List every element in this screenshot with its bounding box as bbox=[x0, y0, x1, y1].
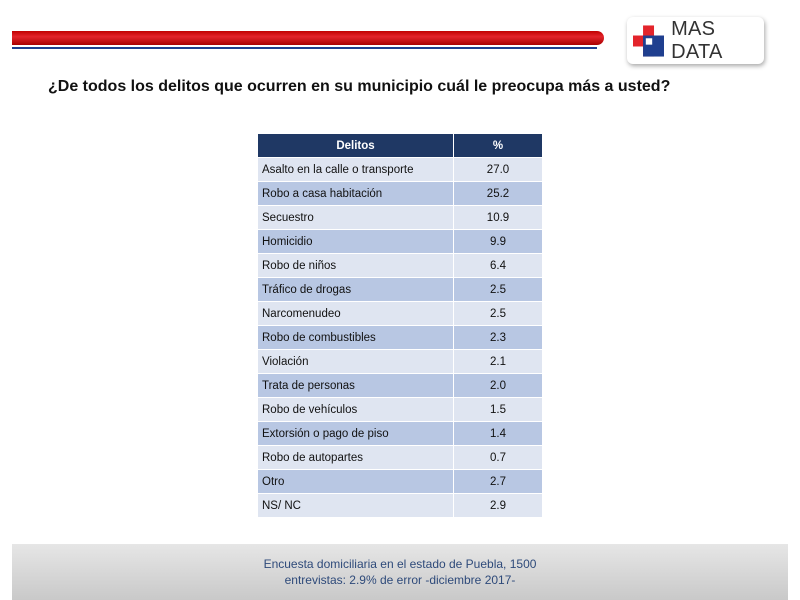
percent-cell: 2.0 bbox=[453, 373, 543, 398]
crimes-table: Delitos % Asalto en la calle o transport… bbox=[257, 133, 543, 518]
percent-cell: 1.4 bbox=[453, 421, 543, 446]
crime-name-cell: Asalto en la calle o transporte bbox=[257, 157, 454, 182]
table-row: Asalto en la calle o transporte 27.0 bbox=[257, 157, 543, 182]
table-row: Homicidio 9.9 bbox=[257, 229, 543, 254]
percent-cell: 1.5 bbox=[453, 397, 543, 422]
crime-name-cell: Trata de personas bbox=[257, 373, 454, 398]
percent-cell: 9.9 bbox=[453, 229, 543, 254]
footer-line-2: entrevistas: 2.9% de error -diciembre 20… bbox=[284, 573, 516, 587]
crime-name-cell: Robo de vehículos bbox=[257, 397, 454, 422]
footer-line-1: Encuesta domiciliaria en el estado de Pu… bbox=[263, 557, 537, 571]
table-row: Trata de personas 2.0 bbox=[257, 373, 543, 398]
footer-band bbox=[12, 544, 788, 600]
percent-cell: 10.9 bbox=[453, 205, 543, 230]
crime-name-cell: NS/ NC bbox=[257, 493, 454, 518]
table-row: Tráfico de drogas 2.5 bbox=[257, 277, 543, 302]
crime-name-cell: Robo de combustibles bbox=[257, 325, 454, 350]
crime-name-cell: Narcomenudeo bbox=[257, 301, 454, 326]
table-row: Robo de autopartes 0.7 bbox=[257, 445, 543, 470]
percent-cell: 2.1 bbox=[453, 349, 543, 374]
crime-name-cell: Robo a casa habitación bbox=[257, 181, 454, 206]
crime-name-cell: Otro bbox=[257, 469, 454, 494]
table-row: Robo de combustibles 2.3 bbox=[257, 325, 543, 350]
logo-text: MAS DATA bbox=[671, 17, 723, 63]
table-row: Violación 2.1 bbox=[257, 349, 543, 374]
percent-cell: 25.2 bbox=[453, 181, 543, 206]
table-row: Narcomenudeo 2.5 bbox=[257, 301, 543, 326]
header-blue-line bbox=[12, 47, 597, 49]
table-row: Robo de vehículos 1.5 bbox=[257, 397, 543, 422]
column-header-delitos: Delitos bbox=[257, 133, 454, 158]
crime-name-cell: Extorsión o pago de piso bbox=[257, 421, 454, 446]
crime-name-cell: Tráfico de drogas bbox=[257, 277, 454, 302]
table-row: Robo de niños 6.4 bbox=[257, 253, 543, 278]
percent-cell: 6.4 bbox=[453, 253, 543, 278]
percent-cell: 2.3 bbox=[453, 325, 543, 350]
crime-name-cell: Violación bbox=[257, 349, 454, 374]
table-row: Secuestro 10.9 bbox=[257, 205, 543, 230]
percent-cell: 0.7 bbox=[453, 445, 543, 470]
footer-note: Encuesta domiciliaria en el estado de Pu… bbox=[12, 556, 788, 588]
crime-name-cell: Robo de autopartes bbox=[257, 445, 454, 470]
column-header-percent: % bbox=[453, 133, 543, 158]
percent-cell: 2.5 bbox=[453, 277, 543, 302]
cross-logo-icon bbox=[633, 24, 665, 57]
crime-name-cell: Homicidio bbox=[257, 229, 454, 254]
table-row: NS/ NC 2.9 bbox=[257, 493, 543, 518]
percent-cell: 27.0 bbox=[453, 157, 543, 182]
percent-cell: 2.5 bbox=[453, 301, 543, 326]
header-red-bar bbox=[12, 31, 604, 45]
crime-name-cell: Robo de niños bbox=[257, 253, 454, 278]
percent-cell: 2.7 bbox=[453, 469, 543, 494]
logo: MAS DATA bbox=[627, 17, 764, 64]
table-row: Robo a casa habitación 25.2 bbox=[257, 181, 543, 206]
table-header-row: Delitos % bbox=[257, 133, 543, 158]
table-row: Otro 2.7 bbox=[257, 469, 543, 494]
percent-cell: 2.9 bbox=[453, 493, 543, 518]
table-row: Extorsión o pago de piso 1.4 bbox=[257, 421, 543, 446]
page-title: ¿De todos los delitos que ocurren en su … bbox=[48, 78, 671, 95]
crime-name-cell: Secuestro bbox=[257, 205, 454, 230]
